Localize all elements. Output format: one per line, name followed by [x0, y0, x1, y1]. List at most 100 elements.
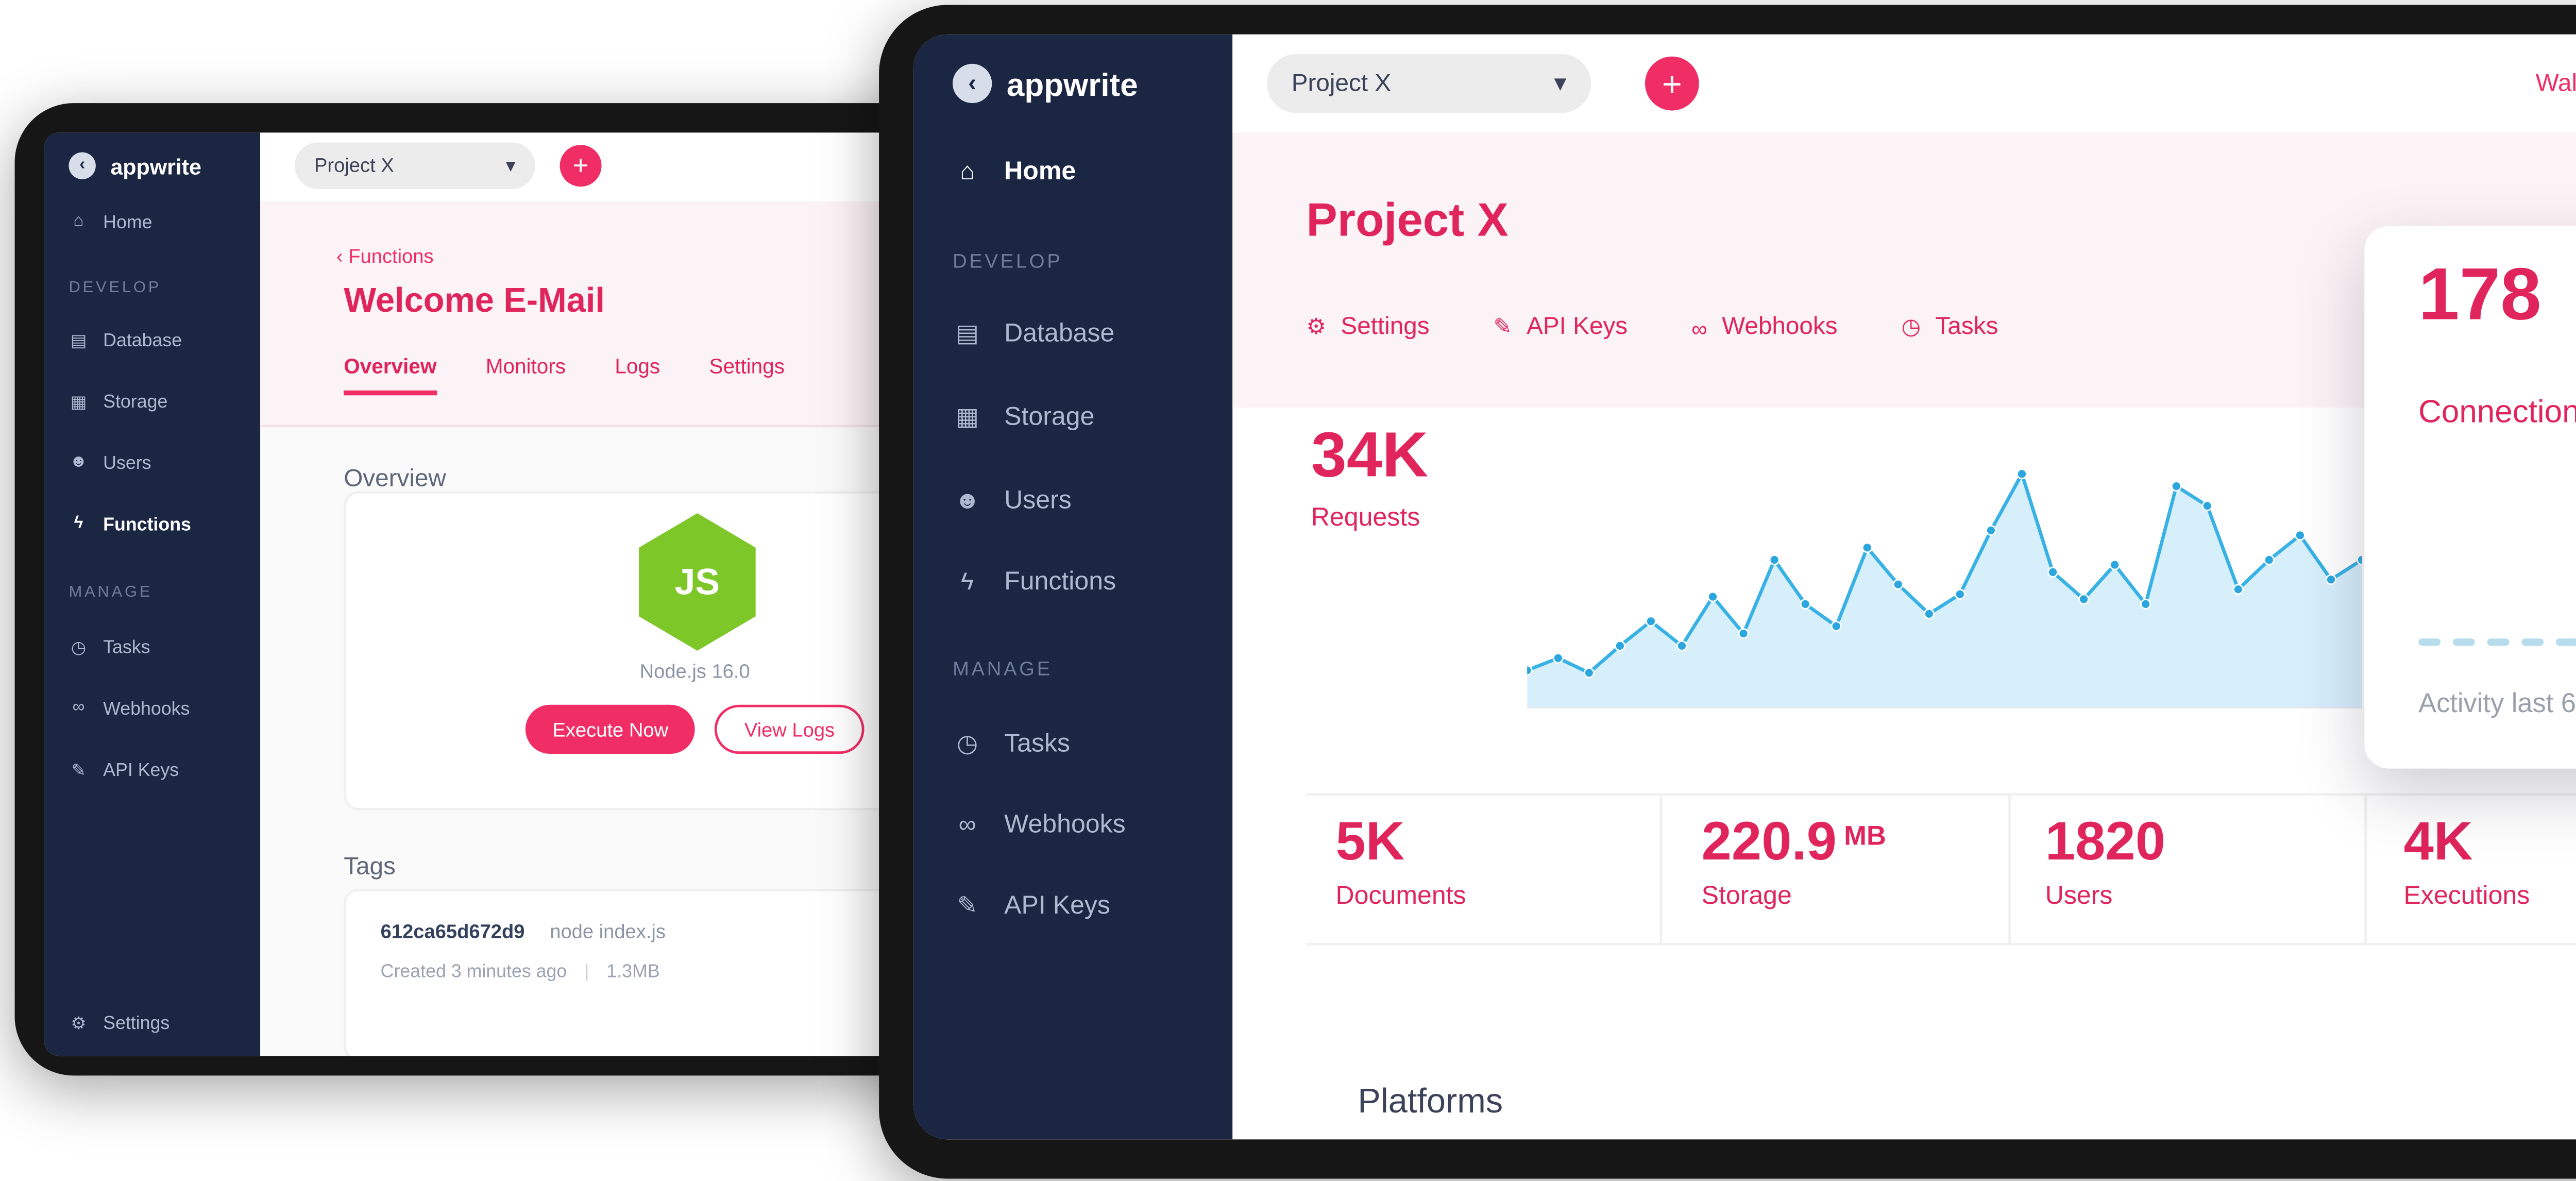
- nav-section-manage: MANAGE: [69, 584, 153, 602]
- sidebar-item-settings[interactable]: ⚙ Settings: [69, 1011, 170, 1034]
- activity-bar: [2521, 638, 2544, 646]
- key-icon: ✎: [957, 892, 978, 920]
- connections-bars: [2418, 572, 2576, 646]
- nav-label: Home: [1004, 157, 1076, 187]
- sidebar-item-home[interactable]: ⌂ Home: [69, 211, 152, 233]
- tab-settings[interactable]: Settings: [709, 353, 785, 378]
- sidebar-item-users[interactable]: ☻ Users: [953, 486, 1072, 516]
- create-button[interactable]: +: [560, 145, 602, 187]
- gear-icon: ⚙: [1306, 314, 1326, 339]
- home-icon: ⌂: [960, 158, 975, 185]
- tasks-icon: ◷: [1901, 314, 1921, 339]
- nav-label: Functions: [1004, 567, 1116, 597]
- nav-label: Users: [103, 451, 151, 474]
- overview-heading: Overview: [344, 466, 446, 494]
- tab-bar: Overview Monitors Logs Settings: [344, 353, 785, 396]
- documents-value: 5K: [1335, 810, 1405, 872]
- tab-api-keys[interactable]: ✎ API Keys: [1494, 314, 1628, 341]
- project-selector-label: Project X: [1291, 70, 1392, 97]
- functions-icon: ϟ: [960, 568, 974, 596]
- key-icon: ✎: [71, 762, 86, 780]
- appwrite-logo-icon: ‹: [69, 152, 96, 179]
- dashboard-main: Project X ▾ + Walter O'brian WO Project …: [1232, 34, 2576, 1140]
- sidebar-item-storage[interactable]: ▦ Storage: [69, 391, 168, 413]
- tasks-icon: ◷: [956, 730, 978, 758]
- appwrite-logo: ‹ appwrite: [953, 63, 1138, 104]
- sidebar-item-api-keys[interactable]: ✎ API Keys: [69, 759, 179, 781]
- brand-name: appwrite: [1006, 65, 1138, 102]
- requests-chart: [1527, 468, 2362, 708]
- activity-bar: [2556, 638, 2576, 646]
- tab-label: Webhooks: [1722, 314, 1838, 342]
- nav-label: Users: [1004, 486, 1072, 516]
- sidebar-item-database[interactable]: ▤ Database: [953, 319, 1114, 349]
- tag-size: 1.3MB: [606, 960, 660, 983]
- documents-stat: 5K Documents: [1306, 796, 1659, 943]
- sidebar-item-users[interactable]: ☻ Users: [69, 452, 151, 474]
- sidebar-item-database[interactable]: ▤ Database: [69, 329, 182, 351]
- sidebar-item-api-keys[interactable]: ✎ API Keys: [953, 891, 1110, 921]
- chevron-left-icon: ‹: [336, 245, 343, 268]
- sidebar-left-window: ‹ appwrite ⌂ Home DEVELOP ▤ Database ▦ Stor…: [44, 132, 261, 1056]
- nav-label: Storage: [1004, 402, 1095, 432]
- project-selector[interactable]: Project X ▾: [294, 142, 535, 189]
- activity-bar: [2452, 638, 2475, 646]
- functions-icon: ϟ: [74, 515, 83, 533]
- breadcrumb[interactable]: ‹ Functions: [336, 246, 434, 268]
- project-selector[interactable]: Project X ▾: [1267, 54, 1591, 113]
- database-icon: ▤: [70, 332, 87, 350]
- tasks-icon: ◷: [71, 639, 87, 657]
- sidebar-item-storage[interactable]: ▦ Storage: [953, 403, 1094, 432]
- sidebar-item-webhooks[interactable]: ∞ Webhooks: [953, 811, 1126, 840]
- sidebar-item-functions[interactable]: ϟ Functions: [69, 513, 191, 535]
- sidebar-item-functions[interactable]: ϟ Functions: [953, 567, 1116, 597]
- tab-label: Settings: [1341, 314, 1430, 342]
- page-title: Project X: [1306, 196, 1509, 248]
- sidebar-item-tasks[interactable]: ◷ Tasks: [69, 636, 150, 658]
- execute-now-button[interactable]: Execute Now: [526, 704, 696, 754]
- tag-id: 612ca65d672d9: [380, 921, 525, 943]
- breadcrumb-label: Functions: [348, 245, 434, 268]
- tags-heading: Tags: [344, 854, 396, 882]
- nodejs-logo-icon: JS: [639, 513, 756, 651]
- project-selector-label: Project X: [314, 155, 394, 177]
- nav-label: Functions: [103, 513, 191, 535]
- sidebar-item-home[interactable]: ⌂ Home: [953, 157, 1076, 187]
- database-icon: ▤: [956, 320, 979, 348]
- sidebar-item-tasks[interactable]: ◷ Tasks: [953, 729, 1070, 758]
- tab-label: Tasks: [1935, 314, 1998, 342]
- tab-tasks[interactable]: ◷ Tasks: [1902, 314, 1998, 341]
- nav-label: API Keys: [103, 758, 179, 781]
- tag-entrypoint: node index.js: [550, 921, 666, 943]
- stats-row: 5K Documents 220.9 MB Storage 1820 Users …: [1306, 793, 2576, 946]
- sidebar-item-webhooks[interactable]: ∞ Webhooks: [69, 697, 190, 719]
- tag-created: Created 3 minutes ago: [380, 960, 567, 983]
- tab-settings[interactable]: ⚙ Settings: [1306, 314, 1429, 341]
- tab-webhooks[interactable]: ∞ Webhooks: [1691, 314, 1838, 341]
- webhooks-icon: ∞: [958, 812, 976, 839]
- project-header: [1232, 132, 2576, 408]
- webhooks-icon: ∞: [72, 700, 85, 717]
- appwrite-logo: ‹ appwrite: [69, 152, 201, 179]
- gear-icon: ⚙: [71, 1015, 87, 1033]
- executions-stat: 4K Executions: [2364, 796, 2576, 943]
- connections-caption: Activity last 60 seconds: [2418, 690, 2576, 720]
- view-logs-button[interactable]: View Logs: [715, 704, 865, 754]
- chevron-down-icon: ▾: [505, 155, 516, 177]
- tab-overview[interactable]: Overview: [344, 353, 437, 396]
- tab-label: API Keys: [1527, 314, 1628, 342]
- storage-icon: ▦: [70, 394, 87, 412]
- nav-label: API Keys: [1004, 891, 1110, 921]
- tab-monitors[interactable]: Monitors: [485, 353, 566, 378]
- brand-name: appwrite: [110, 153, 201, 178]
- create-button[interactable]: +: [1645, 56, 1699, 111]
- connections-card: 178 Connections Activity last 60 seconds: [2364, 226, 2576, 769]
- requests-label: Requests: [1311, 503, 1420, 533]
- nav-section-manage: MANAGE: [953, 658, 1053, 681]
- appwrite-logo-icon: ‹: [953, 63, 992, 104]
- connections-value: 178: [2418, 255, 2541, 336]
- requests-value: 34K: [1311, 417, 1429, 492]
- user-menu[interactable]: Walter O'brian: [2535, 71, 2576, 98]
- tab-logs[interactable]: Logs: [615, 353, 660, 378]
